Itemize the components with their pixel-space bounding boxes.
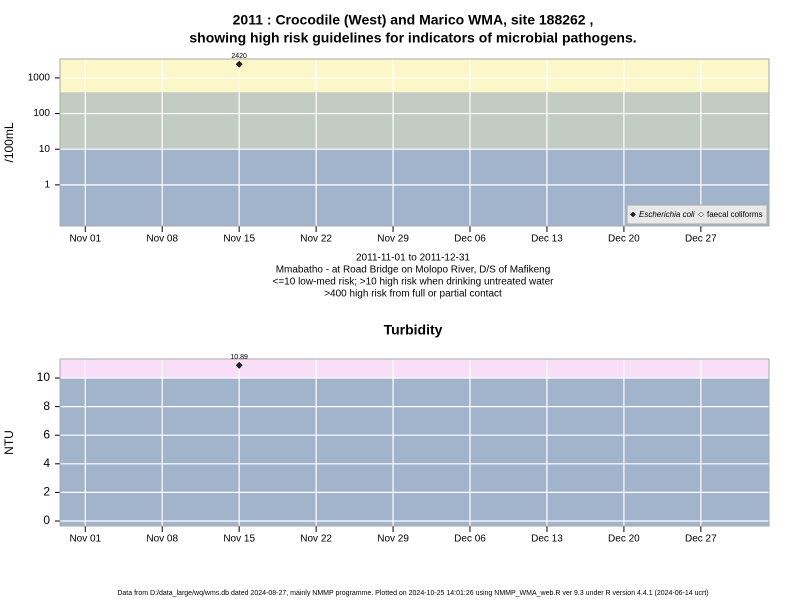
y-tick-label: 10 [39,144,51,155]
plot-frame [59,358,770,527]
y-tick-label: 0 [43,513,50,527]
x-tick-label: Dec 27 [685,234,717,245]
x-tick-label: Nov 01 [69,534,101,545]
y-tick-label: 6 [43,427,50,441]
x-tick-label: Nov 01 [69,234,101,245]
x-tick-label: Nov 29 [377,234,409,245]
plot-frame [59,58,770,227]
x-tick-label: Nov 22 [300,534,332,545]
y-tick-label: 1000 [28,73,51,84]
note: Mmabatho - at Road Bridge on Molopo Rive… [276,265,551,276]
x-tick-label: Dec 13 [531,534,563,545]
y-tick-label: 10 [37,370,51,384]
y-tick-label: 100 [33,108,50,119]
y-tick-label: 2 [43,485,50,499]
legend-box [626,204,768,225]
chart-title: 2011 : Crocodile (West) and Marico WMA, … [233,12,594,28]
note: <=10 low-med risk; >10 high risk when dr… [273,277,555,288]
risk-band [60,92,769,150]
legend-marker [698,211,704,218]
y-axis-label: NTU [2,430,16,455]
y-tick-label: 4 [43,456,50,470]
chart-title: Turbidity [384,322,443,338]
y-tick-label: 8 [43,399,50,413]
chart-title: showing high risk guidelines for indicat… [189,30,636,46]
footer: Data from D:/data_large/wq/wms.db dated … [117,590,708,597]
data-point [235,60,243,68]
note: >400 high risk from full or partial cont… [324,289,502,300]
x-tick-label: Nov 15 [223,234,255,245]
note: 2011-11-01 to 2011-12-31 [356,253,470,264]
data-point [235,361,243,369]
x-tick-label: Nov 08 [146,234,178,245]
x-tick-label: Nov 08 [146,534,178,545]
legend-label: faecal coliforms [707,210,763,219]
data-label: 10.89 [230,354,248,361]
x-tick-label: Dec 20 [608,234,640,245]
risk-band [60,378,769,526]
x-tick-label: Dec 13 [531,234,563,245]
y-tick-label: 1 [44,179,50,190]
x-tick-label: Nov 15 [223,534,255,545]
risk-band [60,59,769,93]
x-tick-label: Dec 06 [454,234,486,245]
x-tick-label: Dec 06 [454,534,486,545]
x-tick-label: Nov 29 [377,534,409,545]
data-label: 2420 [231,53,247,60]
legend-marker [630,211,636,218]
x-tick-label: Nov 22 [300,234,332,245]
x-tick-label: Dec 27 [685,534,717,545]
risk-band [60,359,769,379]
x-tick-label: Dec 20 [608,534,640,545]
legend-label: Escherichia coli [639,210,695,219]
y-axis-label: /100mL [2,122,16,162]
